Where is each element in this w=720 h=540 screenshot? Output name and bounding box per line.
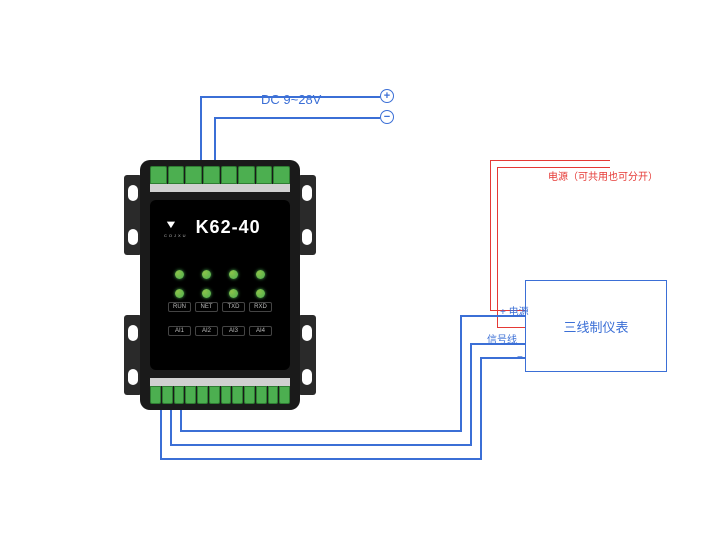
power-minus-terminal: − [380,110,394,124]
inst-minus-label: − [517,352,523,363]
brand-sub: COJXU [164,233,188,238]
dc-power-label: DC 9~28V [261,92,321,107]
device-model: K62-40 [196,217,261,238]
wire-sig-h1 [160,458,480,460]
wire-sig-h2 [170,444,470,446]
power-plus-terminal: + [380,89,394,103]
led-grid [172,270,268,298]
device-k62-40: ▼ COJXU K62-40 RUN NET TXD RXD AI1 AI2 A… [120,160,320,410]
wire-ext-power-left-v2 [497,167,498,327]
led-label: AI2 [195,326,218,336]
wire-sig-up2 [470,343,472,446]
instrument-box: 三线制仪表 [525,280,667,372]
led-label: TXD [222,302,245,312]
wire-sig-v3 [180,410,182,430]
led [256,289,265,298]
led-label: AI3 [222,326,245,336]
wire-sig-up3 [460,315,462,432]
led-labels-row1: RUN NET TXD RXD [168,302,272,312]
wire-sig-v1 [160,410,162,458]
wire-sig-v2 [170,410,172,444]
mount-ear [298,315,316,395]
ext-power-label: 电源（可共用也可分开） [548,168,658,183]
wire-ext-power-to-inst2 [497,327,525,328]
wire-dc-plus-h [200,96,380,98]
wire-ext-power-top [490,160,610,161]
instrument-title: 三线制仪表 [563,317,628,336]
device-face: ▼ COJXU K62-40 RUN NET TXD RXD AI1 AI2 A… [150,200,290,370]
wire-dc-minus-h [214,117,380,119]
top-terminals-labels [150,184,290,192]
led [229,270,238,279]
led-label: RXD [249,302,272,312]
bottom-terminals [150,386,290,404]
led [256,270,265,279]
minus-sign: − [384,111,390,123]
led [202,270,211,279]
led [175,270,184,279]
top-terminals [150,166,290,184]
led-labels-row2: AI1 AI2 AI3 AI4 [168,326,272,336]
led-label: AI4 [249,326,272,336]
led [229,289,238,298]
led-label: NET [195,302,218,312]
logo-icon: ▼ [164,218,178,229]
wire-sig-h3 [180,430,460,432]
plus-sign: + [384,90,390,102]
bottom-terminals-labels [150,378,290,386]
mount-ear [298,175,316,255]
wire-dc-plus-v [200,96,202,166]
wire-sig-up1 [480,357,482,460]
led-label: RUN [168,302,191,312]
led-label: AI1 [168,326,191,336]
brand-row: ▼ COJXU K62-40 [164,216,261,238]
led [175,289,184,298]
inst-signal-label: 信号线 [487,331,517,346]
led [202,289,211,298]
wire-ext-power-left-v [490,160,491,310]
wire-dc-minus-v [214,117,216,166]
